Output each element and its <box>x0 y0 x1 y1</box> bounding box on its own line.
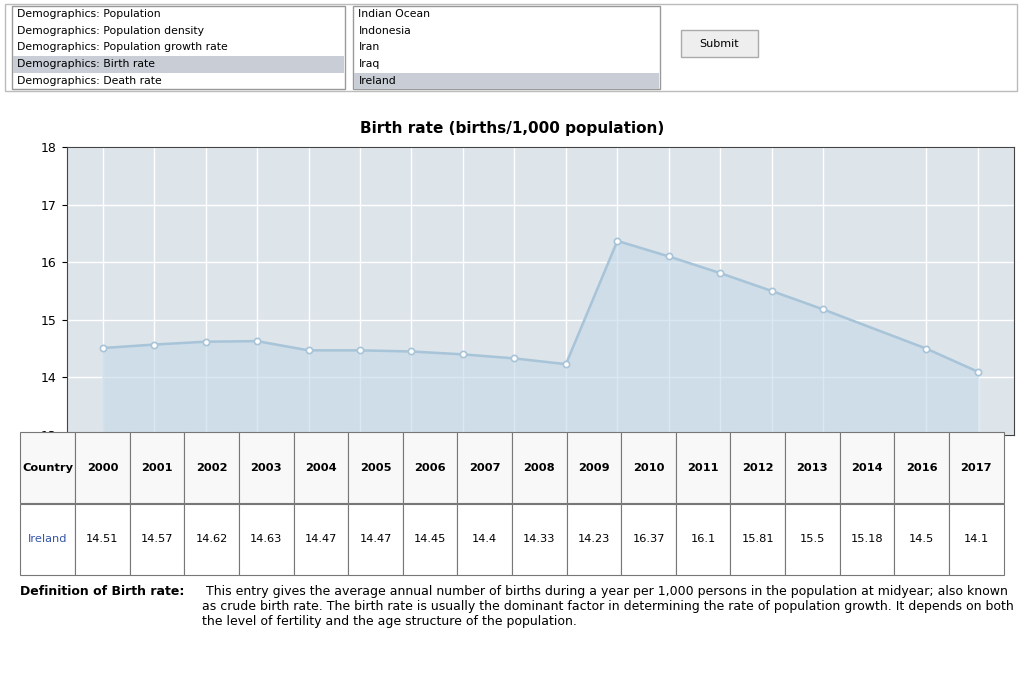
Bar <box>681 30 758 57</box>
Text: Demographics: Death rate: Demographics: Death rate <box>17 76 162 86</box>
Bar <box>12 5 345 89</box>
Text: Birth rate (births/1,000 population): Birth rate (births/1,000 population) <box>359 121 665 136</box>
Text: Indonesia: Indonesia <box>358 26 412 36</box>
Bar <box>13 56 344 73</box>
Text: Indian Ocean: Indian Ocean <box>358 9 430 19</box>
Text: This entry gives the average annual number of births during a year per 1,000 per: This entry gives the average annual numb… <box>203 585 1014 628</box>
Legend: Ireland: Ireland <box>473 478 551 501</box>
Text: Demographics: Population density: Demographics: Population density <box>17 26 205 36</box>
Text: Definition of Birth rate:: Definition of Birth rate: <box>20 585 185 598</box>
Text: Demographics: Population: Demographics: Population <box>17 9 161 19</box>
Text: Iraq: Iraq <box>358 59 380 69</box>
Text: Ireland: Ireland <box>358 76 396 86</box>
Text: Year: Year <box>496 473 528 486</box>
Bar <box>354 73 659 89</box>
Text: Submit: Submit <box>699 38 739 49</box>
Text: Demographics: Population growth rate: Demographics: Population growth rate <box>17 42 228 53</box>
Text: Demographics: Birth rate: Demographics: Birth rate <box>17 59 156 69</box>
Bar <box>353 5 660 89</box>
Text: Iran: Iran <box>358 42 380 53</box>
